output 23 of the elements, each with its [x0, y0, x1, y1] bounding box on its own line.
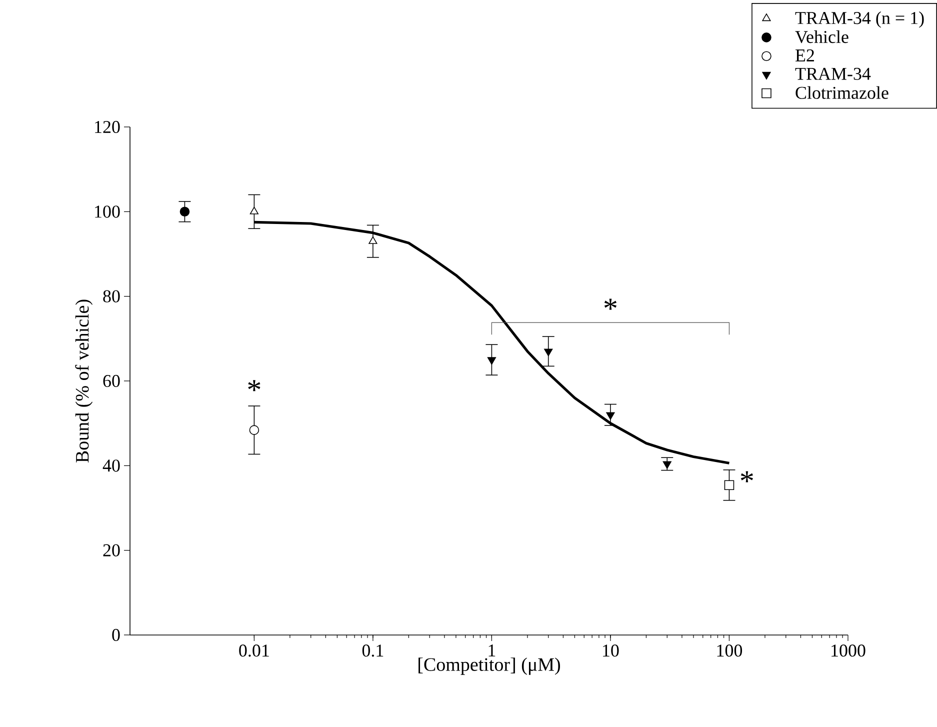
- x-axis-title: [Competitor] (μM): [418, 658, 560, 675]
- y-tick-label: 120: [95, 120, 120, 134]
- x-tick-label: 0.01: [239, 644, 269, 657]
- y-tick-label: 0: [112, 628, 120, 642]
- y-tick-label: 100: [95, 206, 120, 218]
- legend-label: TRAM-34: [795, 68, 871, 80]
- annotation: *: [740, 471, 753, 482]
- y-tick-label: 20: [103, 544, 120, 556]
- x-tick-label: 1000: [832, 644, 866, 657]
- legend-label: Clotrimazole: [796, 86, 888, 99]
- x-tick-label: 100: [717, 644, 742, 657]
- x-tick-label: 0.1: [362, 644, 384, 657]
- legend-label: Vehicle: [795, 30, 848, 44]
- legend-label: E2: [795, 49, 814, 62]
- y-tick-label: 40: [102, 460, 120, 472]
- legend-label: TRAM-34 (n = 1): [795, 11, 924, 28]
- annotation: *: [604, 298, 617, 310]
- x-tick-label: 10: [603, 644, 619, 657]
- y-axis-title: Bound (% of vehicle): [75, 300, 93, 462]
- y-tick-label: 60: [103, 374, 120, 388]
- y-tick-label: 80: [103, 290, 120, 302]
- annotation: *: [248, 380, 260, 392]
- x-tick-label: 1: [488, 644, 496, 656]
